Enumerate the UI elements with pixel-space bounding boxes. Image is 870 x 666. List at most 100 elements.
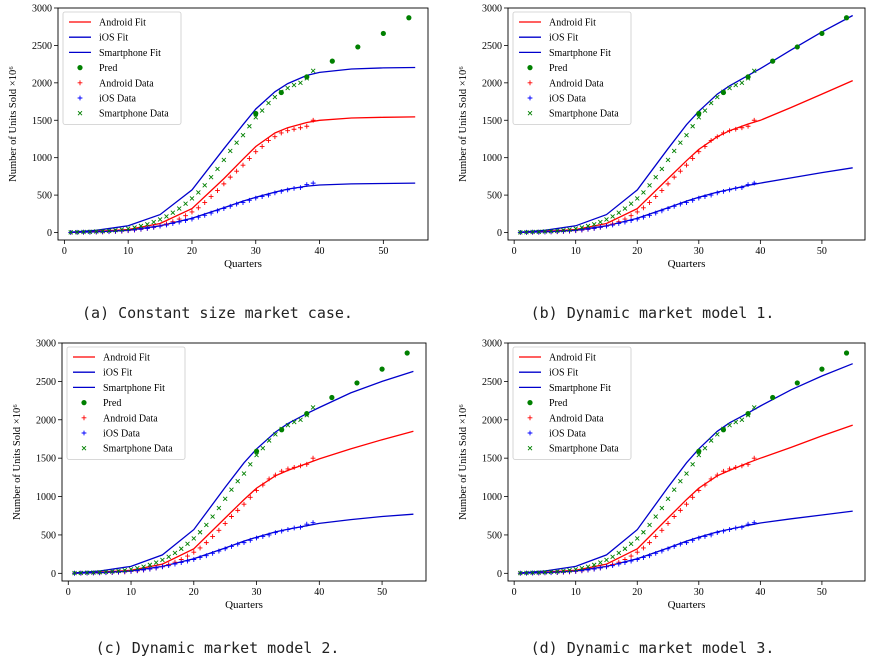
ios-data-point	[696, 535, 702, 541]
y-tick-label: 0	[51, 569, 56, 580]
smartphone-data-point	[81, 229, 86, 235]
y-tick-label: 3000	[482, 339, 502, 350]
android-data-point	[671, 514, 677, 519]
chart-c: 0 10 20 30 40 50050010001500200025003000Quart…	[12, 339, 427, 611]
android-data-point	[235, 507, 241, 513]
smartphone-data-point	[659, 505, 665, 511]
ios-data-point	[684, 540, 689, 546]
x-tick-label: 10	[126, 587, 136, 598]
android-data-point	[210, 534, 216, 539]
smartphone-data-point	[530, 229, 535, 235]
pred-point	[354, 380, 360, 386]
legend-box	[66, 346, 186, 460]
x-tick-label: 30	[694, 246, 704, 257]
pred-point	[696, 110, 702, 117]
smartphone-data-point	[542, 229, 548, 234]
smartphone-data-point	[106, 228, 112, 234]
smartphone-data-point	[291, 82, 297, 88]
smartphone-data-point	[285, 85, 290, 91]
smartphone-data-point	[103, 569, 109, 575]
ios-data-point	[189, 216, 195, 222]
smartphone-data-point	[72, 570, 77, 576]
android-data-point	[696, 149, 702, 155]
ios-data-point	[702, 534, 708, 539]
chart-a: 0 10 20 30 40 50050010001500200025003000Quart…	[8, 4, 429, 270]
ios-data-point	[739, 524, 745, 530]
ios-data-point	[690, 537, 696, 543]
x-tick-label: 20	[189, 587, 199, 598]
ios-data-point	[684, 200, 689, 205]
ios-data-point	[616, 561, 622, 567]
smartphone-data-point	[116, 568, 121, 574]
pred-point	[745, 411, 751, 417]
smartphone-data-point	[610, 214, 615, 219]
y-tick-label: 1000	[482, 492, 502, 503]
ios-data-point	[235, 541, 241, 547]
smartphone-data-point	[253, 114, 259, 120]
ios-data-point	[702, 194, 708, 199]
ios-data-point	[677, 541, 683, 547]
smartphone-data-point	[634, 536, 640, 541]
ios-data-point	[721, 188, 726, 194]
android-data-point	[628, 553, 634, 559]
ios-data-point	[216, 548, 222, 554]
smartphone-data-point	[561, 568, 566, 574]
smartphone-data-point	[216, 505, 222, 511]
ios-data-point	[597, 224, 603, 230]
android-data-point	[708, 138, 714, 143]
legend-box	[62, 11, 182, 125]
ios-data-point	[141, 567, 146, 573]
legend-android-fit-label: Android Fit	[549, 18, 596, 29]
smartphone-data-point	[653, 174, 659, 180]
smartphone-data-point	[304, 412, 310, 418]
smartphone-data-point	[259, 108, 265, 113]
smartphone-data-point	[208, 174, 214, 180]
smartphone-data-point	[671, 487, 677, 492]
smartphone-data-point	[604, 557, 609, 563]
android-data-point	[659, 188, 665, 194]
smartphone-data-point	[591, 221, 597, 227]
smartphone-data-point	[151, 219, 157, 225]
legend-box	[512, 11, 632, 125]
pred-point	[279, 427, 285, 433]
ios-data-point	[191, 557, 197, 562]
ios-data-point	[246, 197, 252, 203]
smartphone-data-point	[616, 210, 622, 216]
android-data-point	[745, 461, 751, 467]
android-data-point	[641, 205, 646, 211]
y-axis-label: Number of Units Sold ×10⁶	[12, 404, 23, 520]
smartphone-data-point	[185, 541, 190, 547]
smartphone-data-point	[567, 227, 572, 232]
smartphone-data-point	[285, 422, 291, 428]
y-tick-label: 0	[497, 569, 502, 580]
pred-point	[696, 448, 702, 454]
ios-data-point	[634, 557, 640, 562]
android-data-point	[195, 205, 201, 211]
ios-data-point	[671, 544, 677, 549]
smartphone-data-point	[739, 80, 745, 86]
smartphone-data-point	[628, 541, 634, 547]
ios-data-point	[597, 565, 603, 571]
ios-data-point	[285, 187, 291, 193]
smartphone-data-point	[74, 229, 80, 235]
smartphone-data-point	[191, 536, 197, 541]
smartphone-data-point	[97, 569, 102, 575]
smartphone-data-point	[536, 570, 542, 575]
ios-data-point	[665, 546, 671, 552]
smartphone-data-point	[517, 229, 523, 235]
y-tick-label: 1000	[482, 153, 502, 164]
android-data-point	[647, 200, 652, 205]
x-axis-label: Quarters	[668, 599, 706, 611]
smartphone-data-point	[93, 229, 99, 234]
ios-data-point	[721, 528, 726, 534]
smartphone-data-point	[132, 225, 137, 230]
plot-frame	[57, 7, 429, 241]
android-data-point	[751, 455, 757, 461]
smartphone-data-point	[690, 461, 695, 467]
pred-point	[253, 110, 259, 117]
x-tick-label: 10	[571, 587, 581, 598]
smartphone-data-point	[702, 108, 708, 113]
android-data-point	[304, 461, 310, 467]
android-data-point	[191, 549, 197, 555]
ios-data-point	[751, 520, 757, 526]
